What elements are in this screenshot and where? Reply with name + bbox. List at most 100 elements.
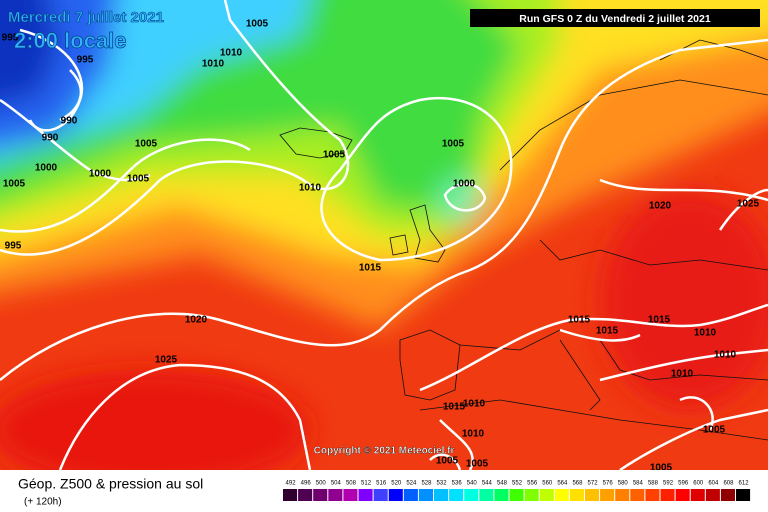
isobar-label: 1015: [359, 263, 382, 274]
scale-label: 592: [663, 481, 674, 487]
scale-label: 532: [437, 481, 448, 487]
scale-swatch: [449, 489, 464, 501]
isobar-label: 990: [61, 116, 78, 127]
scale-swatch: [675, 489, 690, 501]
scale-swatch: [524, 489, 539, 501]
scale-label: 524: [406, 481, 417, 487]
isobar-label: 995: [77, 55, 94, 66]
run-info: Run GFS 0 Z du Vendredi 2 juillet 2021: [519, 13, 711, 25]
scale-label: 520: [391, 481, 402, 487]
scale-label: 536: [452, 481, 463, 487]
scale-swatch: [736, 489, 751, 501]
scale-swatch: [600, 489, 615, 501]
scale-label: 580: [618, 481, 629, 487]
scale-label: 604: [708, 481, 719, 487]
isobar-label: 1010: [462, 429, 485, 440]
scale-label: 508: [346, 481, 357, 487]
scale-label: 564: [557, 481, 568, 487]
scale-swatch: [554, 489, 569, 501]
scale-label: 552: [512, 481, 523, 487]
date: Mercredi 7 juillet 2021: [8, 9, 164, 26]
isobar-label: 1010: [220, 48, 243, 59]
scale-label: 560: [542, 481, 553, 487]
scale-label: 584: [633, 481, 644, 487]
scale-swatch: [418, 489, 433, 501]
scale-label: 540: [467, 481, 478, 487]
scale-swatch: [615, 489, 630, 501]
scale-swatch: [343, 489, 358, 501]
isobar-label: 1005: [246, 19, 269, 30]
isobar-label: 1005: [3, 179, 26, 190]
scale-label: 612: [739, 481, 750, 487]
isobar-label: 1010: [671, 369, 694, 380]
scale-swatch: [283, 489, 298, 501]
scale-label: 496: [301, 481, 312, 487]
coastlines: [279, 39, 768, 441]
isobar-label: 1005: [466, 459, 489, 470]
isobar-label: 1005: [650, 463, 673, 474]
scale-label: 556: [527, 481, 538, 487]
isobar-label: 1010: [299, 183, 322, 194]
scale-swatch: [403, 489, 418, 501]
scale-swatch: [388, 489, 403, 501]
isobar-label: 1005: [127, 174, 150, 185]
scale-label: 492: [286, 481, 297, 487]
isobar-label: 995: [5, 241, 22, 252]
scale-label: 544: [482, 481, 493, 487]
isobar-label: 1005: [436, 456, 459, 467]
copyright: Copyright © 2021 Meteociel.fr: [314, 446, 455, 457]
scale-swatch: [494, 489, 509, 501]
scale-swatch: [705, 489, 720, 501]
scale-label: 600: [693, 481, 704, 487]
isobar-label: 1015: [596, 326, 619, 337]
isobar-label: 1010: [463, 399, 486, 410]
isobar-label: 1020: [649, 201, 672, 212]
isobar-label: 1015: [568, 315, 591, 326]
scale-swatch: [298, 489, 313, 501]
isobar-label: 1005: [703, 425, 726, 436]
scale-label: 568: [572, 481, 583, 487]
isobar-label: 990: [42, 133, 59, 144]
run-box: [470, 9, 760, 27]
scale-swatch: [645, 489, 660, 501]
isobar-label: 1010: [714, 350, 737, 361]
local-time: 2:00 locale: [14, 28, 127, 53]
scale-label: 608: [723, 481, 734, 487]
isobar-label: 1025: [155, 355, 178, 366]
isobar-label: 1005: [442, 139, 465, 150]
scale-swatch: [373, 489, 388, 501]
isobar-label: 1000: [89, 169, 112, 180]
isobars: [0, 0, 768, 470]
color-scale: 492 496 500 504 508 512 516 520 524 528 532 536 540 5…: [283, 481, 751, 501]
scale-label: 596: [678, 481, 689, 487]
isobar-label: 1015: [648, 315, 671, 326]
scale-label: 548: [497, 481, 508, 487]
scale-swatch: [328, 489, 343, 501]
isobar-label: 1010: [202, 59, 225, 70]
scale-swatch: [585, 489, 600, 501]
isobar-label: 1000: [453, 179, 476, 190]
scale-swatch: [690, 489, 705, 501]
scale-swatch: [660, 489, 675, 501]
isobar-label: 1025: [737, 199, 760, 210]
scale-label: 576: [603, 481, 614, 487]
isobar-label: 1005: [135, 139, 158, 150]
scale-swatch: [569, 489, 584, 501]
scale-swatch: [464, 489, 479, 501]
scale-label: 516: [376, 481, 387, 487]
scale-label: 512: [361, 481, 372, 487]
footer-title: Géop. Z500 & pression au sol: [18, 476, 203, 492]
scale-swatch: [479, 489, 494, 501]
scale-label: 500: [316, 481, 327, 487]
isobar-label: 1010: [694, 328, 717, 339]
scale-swatch: [720, 489, 735, 501]
scale-swatch: [358, 489, 373, 501]
scale-label: 588: [648, 481, 659, 487]
scale-swatch: [313, 489, 328, 501]
isobar-label: 1005: [323, 150, 346, 161]
scale-label: 528: [421, 481, 432, 487]
